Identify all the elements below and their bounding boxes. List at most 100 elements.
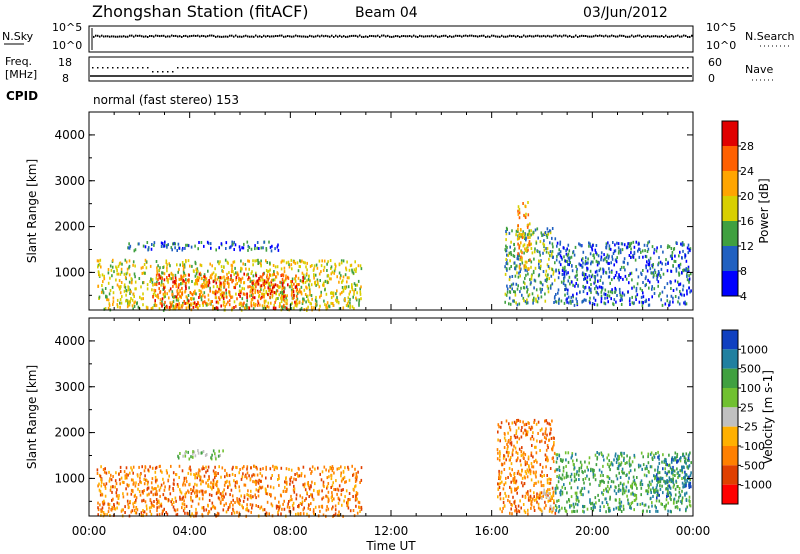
nsky-point <box>525 36 527 38</box>
nsky-point <box>541 35 543 37</box>
nsearch-label: N.Search <box>745 30 795 43</box>
nsky-point <box>601 35 603 37</box>
freq-point <box>657 67 659 69</box>
date-label: 03/Jun/2012 <box>583 5 668 21</box>
nsky-point <box>479 35 481 37</box>
colorbar-tick-label: 24 <box>740 165 754 178</box>
nsky-point <box>453 36 455 38</box>
freq-point <box>297 67 299 69</box>
nsky-point <box>267 35 269 37</box>
nsky-point <box>373 35 375 37</box>
nsky-point <box>257 36 259 38</box>
nsky-point <box>399 36 401 38</box>
nsky-point <box>619 35 621 37</box>
nsky-point <box>589 36 591 38</box>
power-colorbar: 282420161284 <box>722 121 754 303</box>
freq-label-top: Freq. <box>5 55 32 68</box>
nsky-point <box>131 35 133 37</box>
freq-point <box>392 67 394 69</box>
colorbar-swatch <box>722 121 738 146</box>
nsky-point <box>95 35 97 37</box>
freq-point <box>642 67 644 69</box>
freq-point <box>262 67 264 69</box>
nsky-point <box>277 35 279 37</box>
nsky-point <box>319 35 321 37</box>
freq-point <box>252 67 254 69</box>
freq-point <box>582 67 584 69</box>
freq-point <box>247 67 249 69</box>
freq-point <box>417 67 419 69</box>
nsky-point <box>585 35 587 37</box>
nsky-right-tick-bottom: 10^0 <box>706 39 736 52</box>
nsky-point <box>149 35 151 37</box>
nsky-point <box>97 35 99 37</box>
nsky-point <box>593 35 595 37</box>
nsky-point <box>637 35 639 37</box>
velocity-data <box>97 419 692 518</box>
nsky-point <box>477 36 479 38</box>
freq-point <box>187 67 189 69</box>
nsky-point <box>209 35 211 37</box>
freq-point <box>357 67 359 69</box>
colorbar-swatch <box>722 465 738 484</box>
nsky-point <box>537 35 539 37</box>
nsky-point <box>691 35 693 37</box>
nsky-point <box>247 35 249 37</box>
nsky-point <box>433 36 435 38</box>
nsky-point <box>575 35 577 37</box>
freq-point <box>497 67 499 69</box>
freq-point <box>367 67 369 69</box>
nsky-point <box>291 36 293 38</box>
nsky-point <box>689 36 691 38</box>
nsky-point <box>311 35 313 37</box>
freq-point <box>457 67 459 69</box>
nsky-point <box>271 35 273 37</box>
xtick-label: 00:00 <box>72 524 107 538</box>
nsky-point <box>297 35 299 37</box>
xtick-label: 08:00 <box>273 524 308 538</box>
nsky-point <box>551 36 553 38</box>
nsky-point <box>663 36 665 38</box>
colorbar-tick-label: 20 <box>740 190 754 203</box>
nsky-point <box>611 35 613 37</box>
nsky-point <box>447 36 449 38</box>
nsky-point <box>659 36 661 38</box>
freq-point <box>97 67 99 69</box>
nsky-point <box>127 36 129 38</box>
freq-point <box>207 67 209 69</box>
nsky-point <box>323 35 325 37</box>
nsky-point <box>571 36 573 38</box>
nsky-point <box>471 35 473 37</box>
nsky-point <box>191 35 193 37</box>
nsky-point <box>299 35 301 37</box>
nsky-point <box>543 35 545 37</box>
nsky-point <box>201 35 203 37</box>
nsky-point <box>449 35 451 37</box>
ytick-label: 2000 <box>54 220 85 234</box>
nsky-point <box>565 35 567 37</box>
nsky-point <box>427 35 429 37</box>
nsky-point <box>251 36 253 38</box>
freq-point <box>307 67 309 69</box>
nsky-point <box>303 35 305 37</box>
nsky-point <box>415 36 417 38</box>
freq-point <box>517 67 519 69</box>
nsky-point <box>269 36 271 38</box>
nsky-point <box>145 35 147 37</box>
nsky-point <box>539 35 541 37</box>
velocity-echo-region-2 <box>497 419 556 516</box>
nsky-point <box>443 35 445 37</box>
nsky-point <box>651 35 653 37</box>
freq-point <box>172 71 174 73</box>
freq-point <box>542 67 544 69</box>
nsky-point <box>287 35 289 37</box>
nsky-point <box>547 35 549 37</box>
nsky-point <box>273 35 275 37</box>
nsky-point <box>481 35 483 37</box>
colorbar-swatch <box>722 446 738 465</box>
nsky-point <box>679 36 681 38</box>
nsky-point <box>313 36 315 38</box>
colorbar-tick-label: 100 <box>740 382 761 395</box>
colorbar-tick-label: -25 <box>740 421 758 434</box>
freq-point <box>352 67 354 69</box>
